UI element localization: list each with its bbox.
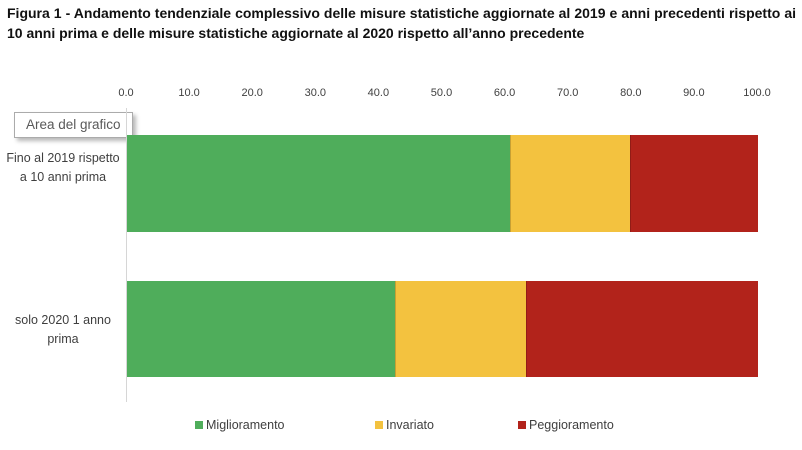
bar-segment-invariato — [395, 281, 526, 377]
legend-swatch-icon — [195, 421, 203, 429]
x-tick-label: 10.0 — [178, 87, 200, 99]
x-tick-label: 70.0 — [556, 87, 579, 99]
x-tick-label: 20.0 — [241, 87, 263, 99]
x-tick-label: 0.0 — [118, 87, 134, 99]
legend-item-peggioramento: Peggioramento — [518, 418, 614, 432]
chart-area-tooltip: Area del grafico — [14, 112, 133, 138]
legend-swatch-icon — [518, 421, 526, 429]
bar-segment-peggioramento — [525, 281, 758, 377]
category-label: Fino al 2019 rispetto a 10 anni prima — [6, 151, 120, 184]
x-tick-label: 100.0 — [743, 87, 771, 99]
plot-area — [126, 108, 758, 402]
category-label: solo 2020 1 anno prima — [15, 313, 111, 346]
x-tick-label: 30.0 — [304, 87, 327, 99]
bar-segment-invariato — [510, 135, 630, 232]
bar-segment-miglioramento — [127, 281, 396, 377]
chart-area-tooltip-label: Area del grafico — [26, 117, 121, 132]
chart: 0.0 10.0 20.0 30.0 40.0 50.0 60.0 70.0 80.0 90.0 1… — [0, 60, 802, 450]
legend-label: Miglioramento — [206, 418, 285, 432]
x-tick-label: 90.0 — [683, 87, 705, 99]
x-tick-label: 50.0 — [430, 87, 453, 99]
bar-row — [127, 135, 758, 232]
x-tick-label: 80.0 — [620, 87, 642, 99]
legend-swatch-icon — [375, 421, 383, 429]
bar-segment-miglioramento — [127, 135, 511, 232]
x-tick-label: 60.0 — [493, 87, 516, 99]
legend-label: Peggioramento — [529, 418, 614, 432]
bar-segment-peggioramento — [629, 135, 758, 232]
legend-item-miglioramento: Miglioramento — [195, 418, 285, 432]
bar-row — [127, 281, 758, 377]
legend-label: Invariato — [386, 418, 434, 432]
legend-item-invariato: Invariato — [375, 418, 434, 432]
figure-title: Figura 1 - Andamento tendenziale comples… — [7, 5, 796, 41]
x-tick-label: 40.0 — [367, 87, 390, 99]
